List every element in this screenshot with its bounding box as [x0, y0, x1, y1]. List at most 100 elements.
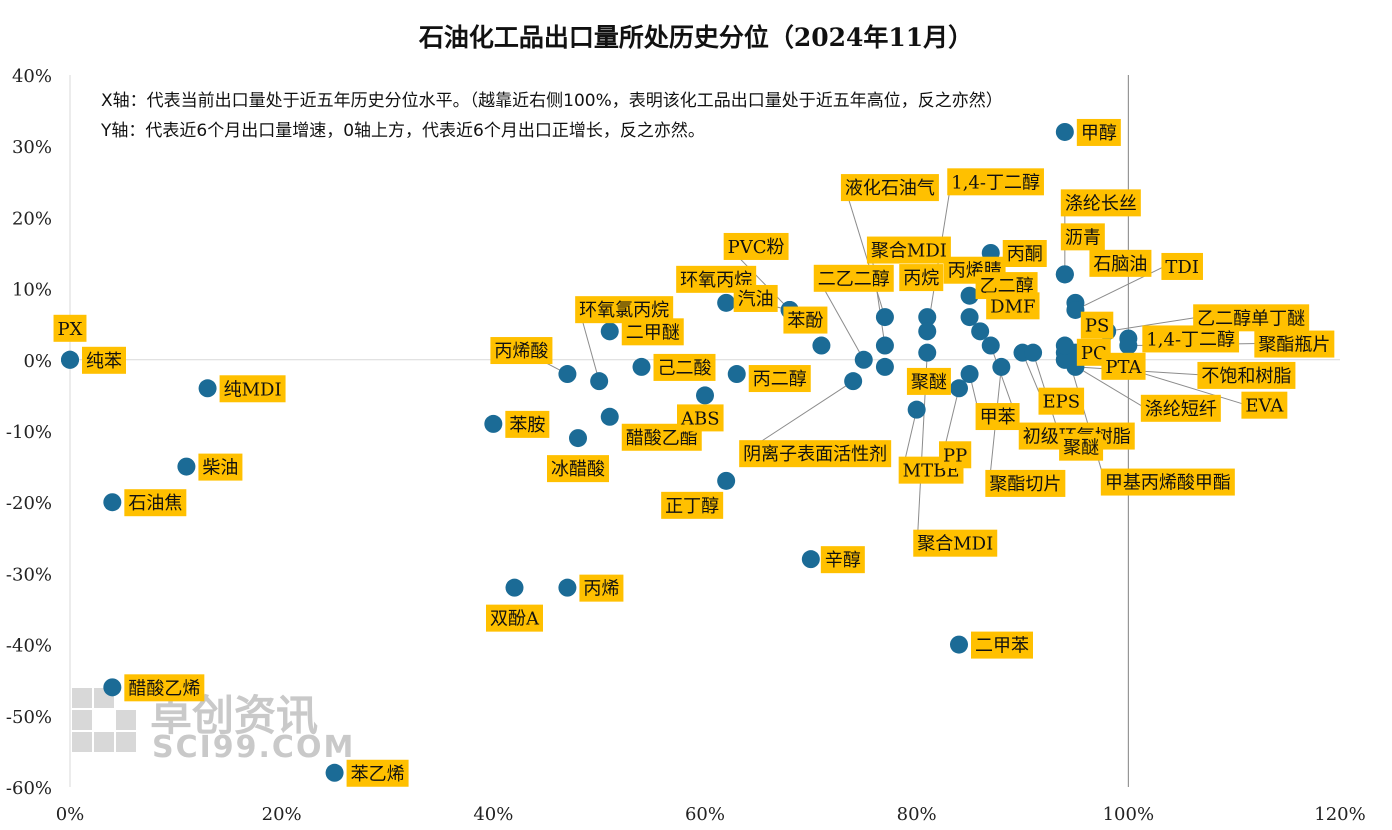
data-label: 聚酯切片 — [989, 474, 1061, 495]
data-label: PX — [58, 319, 83, 340]
data-label: 二甲苯 — [975, 636, 1029, 657]
y-axis-note: Y轴：代表近6个月出口量增速，0轴上方，代表近6个月出口正增长，反之亦然。 — [101, 121, 705, 141]
data-label-box — [661, 491, 724, 519]
data-label-box — [124, 674, 205, 702]
x-tick-label: 40% — [473, 804, 513, 825]
data-label: 苯乙烯 — [351, 764, 405, 785]
data-label: TDI — [1165, 257, 1199, 278]
data-label-box — [1140, 394, 1221, 422]
data-label: 石脑油 — [1093, 254, 1147, 275]
data-label: 甲基丙烯酸甲酯 — [1105, 473, 1231, 494]
data-label-box — [899, 264, 944, 292]
data-label: 醋酸乙酯 — [626, 428, 698, 449]
data-point — [590, 372, 609, 391]
x-axis-note: X轴：代表当前出口量处于近五年历史分位水平。（越靠近右侧100%，表明该化工品出… — [101, 91, 1003, 111]
data-point — [505, 578, 524, 597]
data-label: EVA — [1245, 396, 1284, 417]
data-label-box — [124, 489, 187, 517]
data-label-box — [490, 337, 553, 365]
data-label-box — [783, 306, 828, 334]
watermark-url: SCI99.COM — [152, 730, 356, 765]
x-tick-label: 120% — [1314, 804, 1365, 825]
y-tick-label: -40% — [6, 636, 52, 657]
data-label: 1,4-丁二醇 — [951, 172, 1040, 193]
data-point — [950, 379, 968, 398]
data-label-box — [1100, 468, 1235, 496]
data-label-box — [653, 353, 716, 381]
data-label: 不饱和树脂 — [1201, 366, 1291, 387]
data-label: PC — [1081, 343, 1107, 364]
data-label-box — [198, 453, 243, 481]
data-label: DMF — [990, 296, 1035, 317]
data-label-box — [621, 318, 684, 346]
data-label: PS — [1085, 316, 1109, 337]
y-tick-label: -10% — [6, 422, 52, 443]
data-point — [854, 350, 873, 369]
data-label: 纯苯 — [86, 351, 122, 372]
data-label-box — [53, 314, 87, 342]
data-point — [103, 493, 122, 512]
data-point — [1055, 336, 1074, 355]
data-label: 甲醇 — [1081, 123, 1117, 144]
data-point — [569, 429, 587, 448]
data-label: 醋酸乙烯 — [128, 678, 200, 699]
data-label-box — [677, 404, 724, 432]
y-tick-label: -50% — [6, 707, 52, 728]
data-label-box — [739, 440, 892, 468]
data-label: 石油焦 — [128, 493, 182, 514]
data-label: 乙二醇 — [980, 276, 1034, 297]
data-label-box — [1060, 223, 1105, 251]
data-label-box — [866, 236, 951, 264]
data-point — [727, 365, 746, 384]
data-point — [558, 365, 577, 384]
data-label-box — [971, 631, 1033, 659]
data-point — [696, 386, 714, 405]
data-point — [960, 365, 979, 384]
data-label: 汽油 — [738, 289, 774, 310]
data-label-box — [748, 365, 811, 393]
data-point — [907, 400, 926, 419]
data-label-box — [486, 604, 543, 632]
data-label: PP — [943, 445, 967, 466]
data-point — [981, 336, 1000, 355]
data-label: 沥青 — [1065, 227, 1101, 248]
y-tick-label: 0% — [23, 351, 52, 372]
data-point — [717, 471, 736, 490]
data-label-box — [82, 346, 126, 374]
data-label: 甲苯 — [980, 407, 1016, 428]
data-label: 丙烯 — [583, 579, 619, 600]
data-label: 液化石油气 — [845, 178, 935, 199]
data-point — [600, 322, 619, 341]
data-point — [558, 578, 577, 597]
data-point — [844, 372, 863, 391]
data-label-box — [1101, 352, 1146, 380]
data-label: 双酚A — [490, 609, 540, 630]
data-label: 冰醋酸 — [551, 459, 605, 480]
data-label-box — [505, 410, 550, 438]
y-tick-label: -20% — [6, 493, 52, 514]
data-label: 苯胺 — [509, 415, 545, 436]
data-label-box — [1060, 189, 1141, 217]
data-label: 聚醚 — [911, 372, 947, 393]
data-label: 二甲醚 — [626, 322, 680, 343]
data-label-box — [1254, 330, 1335, 358]
data-point — [812, 336, 831, 355]
data-point — [875, 336, 894, 355]
data-label-box — [820, 546, 865, 574]
data-point — [875, 308, 894, 327]
data-point — [632, 357, 651, 376]
y-tick-label: -30% — [6, 564, 52, 585]
data-label: 聚合MDI — [871, 241, 947, 262]
data-label: 柴油 — [202, 458, 238, 479]
data-label: 聚醚 — [1063, 438, 1099, 459]
data-label-box — [1059, 433, 1104, 461]
data-label-box — [1080, 311, 1114, 339]
data-point — [717, 293, 736, 312]
data-label-box — [547, 455, 609, 483]
data-point — [1055, 265, 1074, 284]
data-label: 阴离子表面活性剂 — [743, 444, 887, 465]
y-tick-label: -60% — [6, 778, 52, 799]
data-label-box — [939, 441, 972, 469]
